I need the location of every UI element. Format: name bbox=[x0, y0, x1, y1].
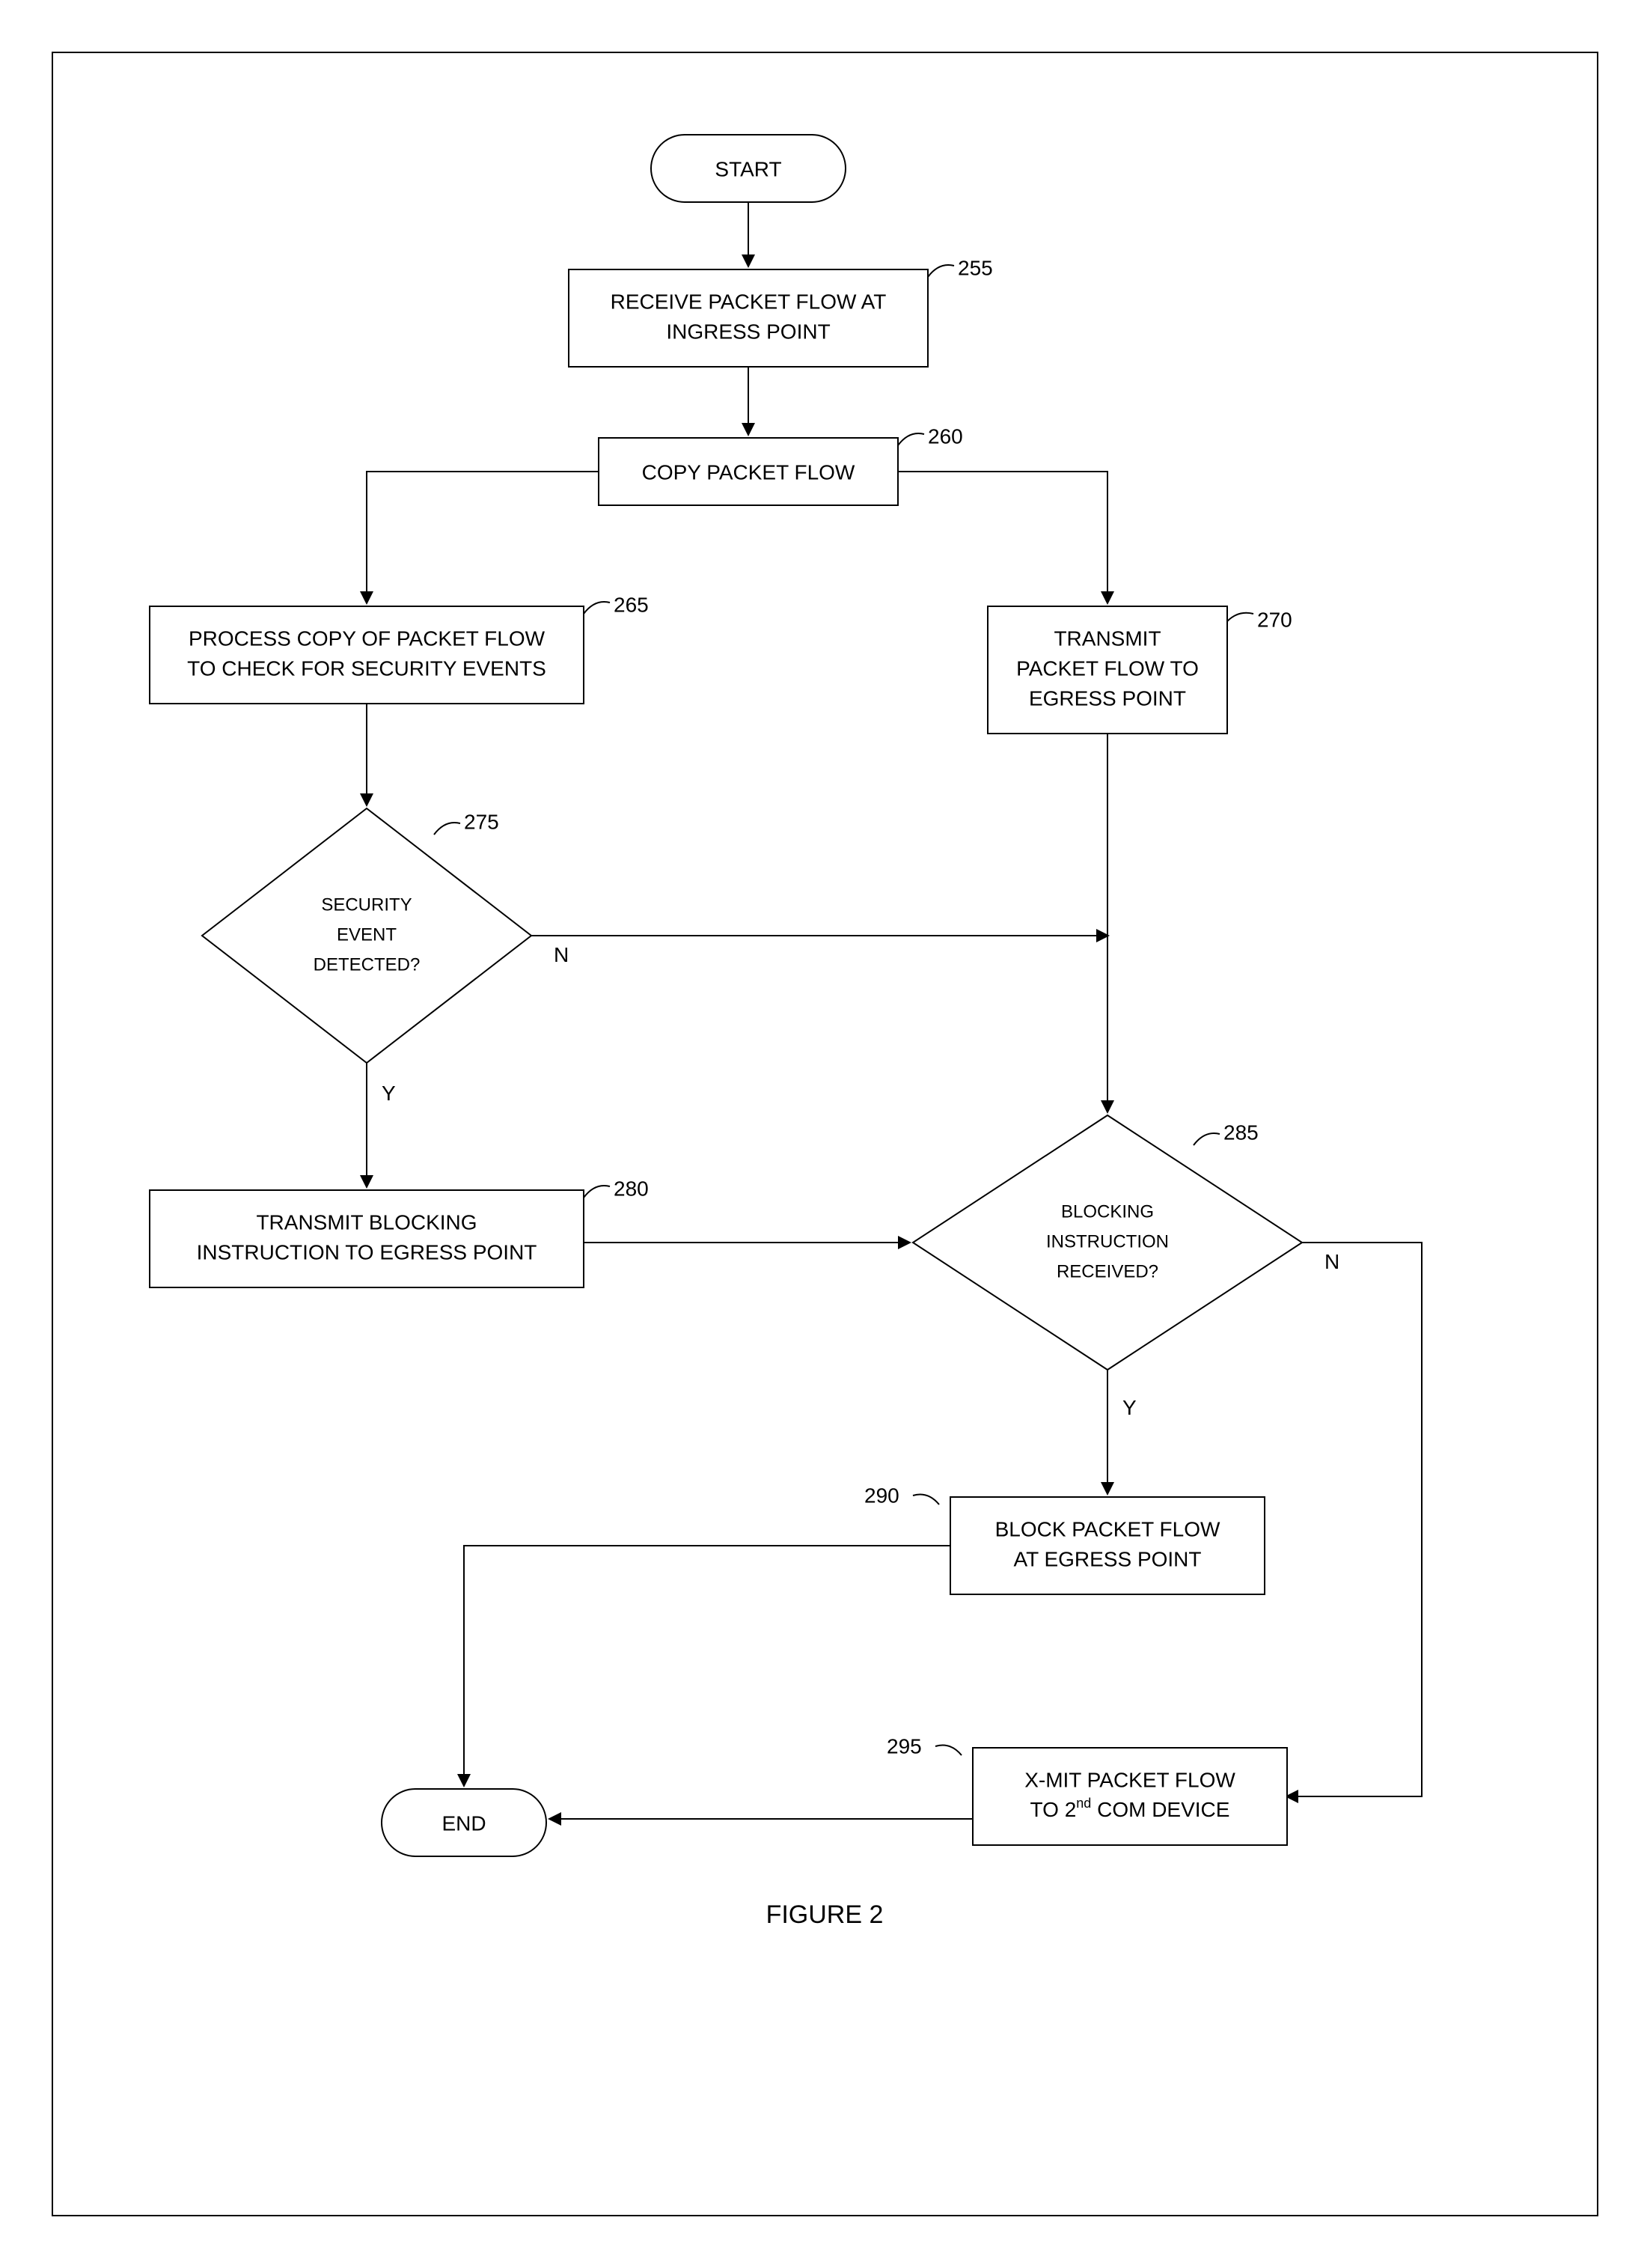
node-270-line1: TRANSMIT bbox=[1054, 627, 1161, 650]
node-290-line1: BLOCK PACKET FLOW bbox=[995, 1517, 1220, 1540]
node-295-line2: TO 2nd COM DEVICE bbox=[1030, 1796, 1230, 1822]
end-label: END bbox=[441, 1811, 486, 1835]
ref-255: 255 bbox=[958, 256, 993, 279]
node-295-line1: X-MIT PACKET FLOW bbox=[1024, 1768, 1235, 1791]
start-label: START bbox=[715, 157, 781, 180]
ref-270: 270 bbox=[1257, 608, 1292, 631]
node-280-line2: INSTRUCTION TO EGRESS POINT bbox=[197, 1240, 537, 1263]
node-265: PROCESS COPY OF PACKET FLOW TO CHECK FOR… bbox=[150, 593, 649, 704]
ref-290: 290 bbox=[864, 1484, 899, 1507]
node-270-line2: PACKET FLOW TO bbox=[1016, 656, 1199, 680]
node-275-line2: EVENT bbox=[337, 924, 397, 945]
node-255-line2: INGRESS POINT bbox=[666, 320, 830, 343]
ref-275: 275 bbox=[464, 810, 499, 833]
ref-260: 260 bbox=[928, 424, 963, 448]
ref-265: 265 bbox=[614, 593, 649, 616]
label-285-no: N bbox=[1324, 1250, 1339, 1273]
node-285-line1: BLOCKING bbox=[1061, 1201, 1154, 1222]
label-285-yes: Y bbox=[1122, 1396, 1137, 1419]
node-265-line2: TO CHECK FOR SECURITY EVENTS bbox=[187, 656, 546, 680]
node-280-line1: TRANSMIT BLOCKING bbox=[256, 1210, 477, 1234]
ref-295: 295 bbox=[887, 1734, 922, 1758]
figure-label: FIGURE 2 bbox=[766, 1900, 884, 1929]
node-260-line1: COPY PACKET FLOW bbox=[642, 460, 855, 484]
node-270-line3: EGRESS POINT bbox=[1029, 686, 1186, 710]
node-285-line3: RECEIVED? bbox=[1057, 1261, 1158, 1281]
node-280: TRANSMIT BLOCKING INSTRUCTION TO EGRESS … bbox=[150, 1177, 649, 1287]
page-frame bbox=[52, 52, 1598, 2216]
node-275-line3: DETECTED? bbox=[314, 954, 421, 975]
node-255-line1: RECEIVE PACKET FLOW AT bbox=[611, 290, 887, 313]
node-290-line2: AT EGRESS POINT bbox=[1013, 1547, 1201, 1570]
start-node: START bbox=[651, 135, 846, 202]
label-275-yes: Y bbox=[382, 1082, 396, 1105]
end-node: END bbox=[382, 1789, 546, 1856]
ref-280: 280 bbox=[614, 1177, 649, 1200]
node-265-line1: PROCESS COPY OF PACKET FLOW bbox=[189, 627, 546, 650]
node-285-line2: INSTRUCTION bbox=[1046, 1231, 1169, 1252]
node-275-line1: SECURITY bbox=[321, 894, 412, 915]
ref-285: 285 bbox=[1223, 1121, 1259, 1144]
label-275-no: N bbox=[554, 943, 569, 966]
